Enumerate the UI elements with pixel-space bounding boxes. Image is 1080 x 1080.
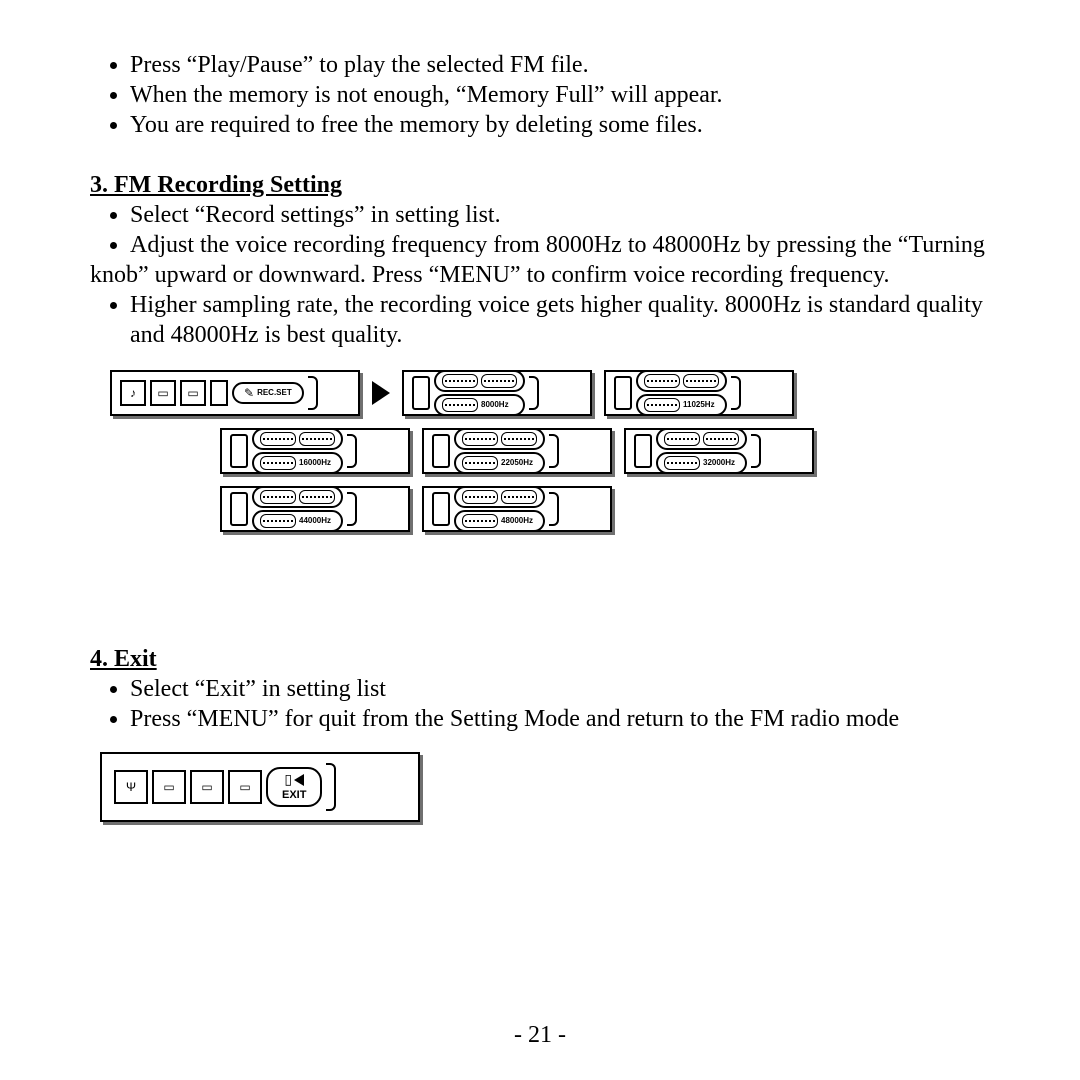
thermometer-icon: [634, 434, 652, 468]
thermometer-icon: [230, 434, 248, 468]
panel-row-1: ♪ ▭ ▭ ✎ REC.SET 8000Hz: [110, 370, 990, 416]
exit-bubble: ▯ EXIT: [266, 767, 322, 807]
panel-cap: [347, 492, 357, 526]
manual-page: Press “Play/Pause” to play the selected …: [0, 0, 1080, 1080]
freq-label: 16000Hz: [299, 458, 331, 468]
wave-row: 8000Hz: [434, 394, 525, 416]
wave-row: 44000Hz: [252, 510, 343, 532]
panel-cap: [326, 763, 336, 811]
sec3-bullet2-cont: knob” upward or downward. Press “MENU” t…: [90, 260, 990, 290]
sec3-bullet1: Select “Record settings” in setting list…: [130, 200, 990, 230]
freq-panel-16000: 16000Hz: [220, 428, 410, 474]
panel-cap: [529, 376, 539, 410]
panel-cap: [549, 434, 559, 468]
wave-row: [454, 428, 545, 450]
panel-row-3: 44000Hz 48000Hz: [220, 486, 990, 532]
section4-heading: 4. Exit: [90, 644, 990, 674]
section4-bullets: Select “Exit” in setting list Press “MEN…: [90, 674, 990, 734]
freq-panel-8000: 8000Hz: [402, 370, 592, 416]
panel-icon: [210, 380, 228, 406]
freq-panel-11025: 11025Hz: [604, 370, 794, 416]
panel-cap: [731, 376, 741, 410]
recset-bubble: ✎ REC.SET: [232, 382, 304, 404]
intro-bullet: Press “Play/Pause” to play the selected …: [130, 50, 990, 80]
freq-label: 32000Hz: [703, 458, 735, 468]
panel-cap: [308, 376, 318, 410]
wave-row: 22050Hz: [454, 452, 545, 474]
wave-row: [636, 370, 727, 392]
page-number: - 21 -: [0, 1020, 1080, 1050]
thermometer-icon: [432, 434, 450, 468]
wave-row: [252, 428, 343, 450]
recset-label: REC.SET: [257, 388, 292, 398]
sec4-bullet1: Select “Exit” in setting list: [130, 674, 990, 704]
panel-icon: ▭: [228, 770, 262, 804]
wave-row: 11025Hz: [636, 394, 727, 416]
intro-bullet: You are required to free the memory by d…: [130, 110, 990, 140]
section3-bullets2: Higher sampling rate, the recording voic…: [90, 290, 990, 320]
section3-heading: 3. FM Recording Setting: [90, 170, 990, 200]
wave-row: [656, 428, 747, 450]
intro-bullets: Press “Play/Pause” to play the selected …: [90, 50, 990, 140]
freq-panel-48000: 48000Hz: [422, 486, 612, 532]
panel-icon: Ψ: [114, 770, 148, 804]
freq-label: 22050Hz: [501, 458, 533, 468]
freq-panel-44000: 44000Hz: [220, 486, 410, 532]
panel-icon: ▭: [190, 770, 224, 804]
panel-icon: ▭: [150, 380, 176, 406]
thermometer-icon: [432, 492, 450, 526]
panel-icon: ▭: [152, 770, 186, 804]
wave-row: [434, 370, 525, 392]
recset-panel: ♪ ▭ ▭ ✎ REC.SET: [110, 370, 360, 416]
panel-row-2: 16000Hz 22050Hz 32000Hz: [220, 428, 990, 474]
thermometer-icon: [614, 376, 632, 410]
wave-row: 16000Hz: [252, 452, 343, 474]
panel-cap: [347, 434, 357, 468]
section3-bullets: Select “Record settings” in setting list…: [90, 200, 990, 260]
freq-label: 48000Hz: [501, 516, 533, 526]
arrow-left-icon: [294, 774, 304, 786]
panel-cap: [549, 492, 559, 526]
wave-row: 48000Hz: [454, 510, 545, 532]
wave-row: 32000Hz: [656, 452, 747, 474]
sec3-bullet3-cont: and 48000Hz is best quality.: [130, 320, 990, 350]
thermometer-icon: [230, 492, 248, 526]
sec3-bullet2: Adjust the voice recording frequency fro…: [130, 230, 990, 260]
wave-row: [252, 486, 343, 508]
intro-bullet: When the memory is not enough, “Memory F…: [130, 80, 990, 110]
exit-panel: Ψ ▭ ▭ ▭ ▯ EXIT: [100, 752, 420, 822]
freq-panel-22050: 22050Hz: [422, 428, 612, 474]
arrow-right-icon: [372, 381, 390, 405]
freq-panel-32000: 32000Hz: [624, 428, 814, 474]
panel-cap: [751, 434, 761, 468]
sec4-bullet2: Press “MENU” for quit from the Setting M…: [130, 704, 990, 734]
exit-label: EXIT: [282, 789, 306, 803]
freq-label: 44000Hz: [299, 516, 331, 526]
frequency-panel-grid: ♪ ▭ ▭ ✎ REC.SET 8000Hz: [110, 370, 990, 532]
panel-icon: ♪: [120, 380, 146, 406]
sec3-bullet3: Higher sampling rate, the recording voic…: [130, 290, 990, 320]
panel-icon: ▭: [180, 380, 206, 406]
freq-label: 11025Hz: [683, 400, 715, 410]
exit-panel-block: Ψ ▭ ▭ ▭ ▯ EXIT: [100, 752, 990, 822]
thermometer-icon: [412, 376, 430, 410]
wave-row: [454, 486, 545, 508]
freq-label: 8000Hz: [481, 400, 509, 410]
